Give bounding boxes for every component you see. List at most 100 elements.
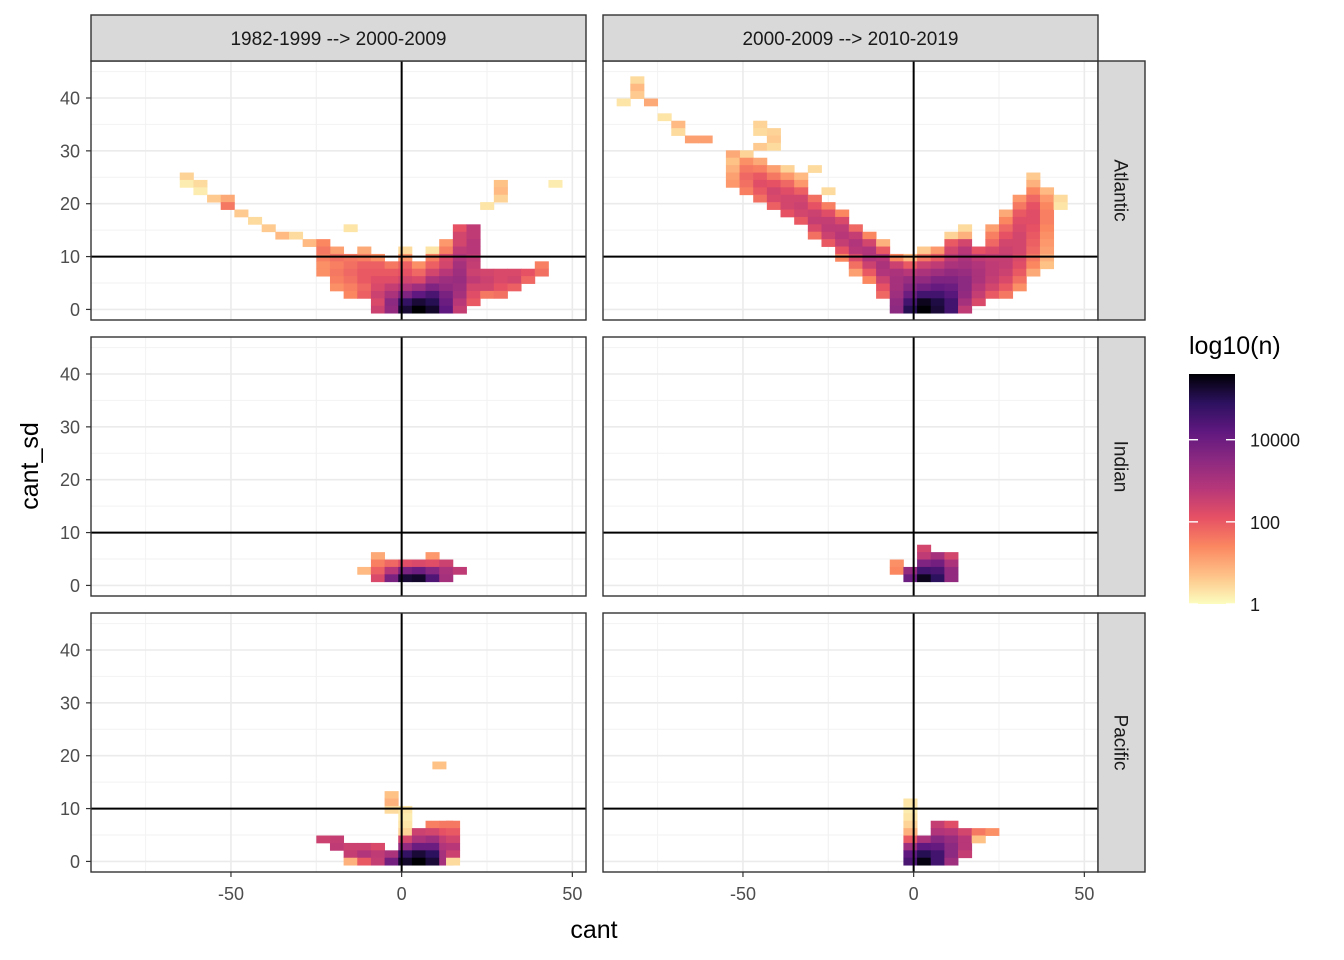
heatmap-tile xyxy=(753,187,768,196)
heatmap-tile xyxy=(466,253,481,262)
heatmap-tile xyxy=(903,835,918,844)
heatmap-tile xyxy=(411,268,426,277)
heatmap-tile xyxy=(971,835,986,844)
heatmap-tile xyxy=(848,224,863,233)
heatmap-tile xyxy=(316,261,331,270)
heatmap-tile xyxy=(671,120,686,129)
heatmap-tile xyxy=(343,268,358,277)
heatmap-tile xyxy=(343,857,358,866)
heatmap-tile xyxy=(384,805,399,814)
heatmap-tile xyxy=(452,246,467,255)
heatmap-tile xyxy=(930,574,945,583)
heatmap-tile xyxy=(999,209,1014,218)
heatmap-tile xyxy=(766,128,781,136)
heatmap-tile xyxy=(507,276,522,284)
heatmap-tile xyxy=(329,253,345,262)
heatmap-tile xyxy=(1026,216,1041,225)
heatmap-tile xyxy=(534,261,549,270)
heatmap-tile xyxy=(179,172,194,181)
heatmap-tile xyxy=(780,209,795,218)
heatmap-tile xyxy=(999,261,1014,270)
heatmap-tile xyxy=(466,261,481,270)
heatmap-tile xyxy=(794,202,809,210)
heatmap-tile xyxy=(630,76,645,85)
heatmap-tile xyxy=(480,202,495,210)
heatmap-tile xyxy=(930,253,945,262)
heatmap-tile xyxy=(398,253,413,262)
heatmap-tile xyxy=(903,805,918,814)
heatmap-tile xyxy=(930,842,945,851)
heatmap-tile xyxy=(917,574,932,583)
heatmap-tile xyxy=(1012,261,1027,270)
heatmap-tile xyxy=(794,187,809,196)
heatmap-tile xyxy=(411,261,426,270)
heatmap-tile xyxy=(411,828,426,836)
panel-atlantic-2 xyxy=(602,60,1099,321)
heatmap-tile xyxy=(958,298,973,307)
heatmap-tile xyxy=(903,813,918,822)
heatmap-tile xyxy=(725,150,740,159)
heatmap-tile xyxy=(439,298,454,307)
heatmap-tile xyxy=(917,246,932,255)
heatmap-tile xyxy=(411,290,426,299)
y-tick-label: 20 xyxy=(60,470,80,490)
strip-label: 2000-2009 --> 2010-2019 xyxy=(742,29,958,50)
heatmap-tile xyxy=(807,209,822,218)
heatmap-tile xyxy=(766,194,781,203)
heatmap-tile xyxy=(357,283,372,292)
heatmap-tile xyxy=(398,261,413,270)
heatmap-tile xyxy=(343,253,358,262)
heatmap-tile xyxy=(958,850,973,859)
heatmap-tile xyxy=(985,253,1000,262)
heatmap-tile xyxy=(1012,283,1027,292)
heatmap-tile xyxy=(452,224,467,233)
heatmap-tile xyxy=(903,820,918,829)
heatmap-tile xyxy=(930,283,945,292)
heatmap-tile xyxy=(835,253,850,262)
heatmap-tile xyxy=(329,261,345,270)
heatmap-tile xyxy=(398,835,413,844)
heatmap-tile xyxy=(1039,246,1055,255)
heatmap-tile xyxy=(821,209,836,218)
heatmap-tile xyxy=(357,857,372,866)
heatmap-tile xyxy=(493,268,508,277)
heatmap-tile xyxy=(398,828,413,836)
heatmap-tile xyxy=(370,850,385,859)
heatmap-tile xyxy=(821,187,836,196)
heatmap-tile xyxy=(425,268,440,277)
y-tick-label: 20 xyxy=(60,746,80,766)
heatmap-tile xyxy=(999,224,1014,233)
heatmap-tile xyxy=(1039,216,1055,225)
heatmap-tile xyxy=(971,828,986,836)
heatmap-tile xyxy=(1026,209,1041,218)
heatmap-tile xyxy=(493,179,508,188)
y-tick-label: 20 xyxy=(60,194,80,214)
heatmap-tile xyxy=(944,552,959,560)
panel-background xyxy=(91,613,586,872)
heatmap-tile xyxy=(425,261,440,270)
heatmap-tile xyxy=(725,179,740,188)
heatmap-tile xyxy=(316,253,331,262)
heatmap-tile xyxy=(917,261,932,270)
heatmap-tile xyxy=(630,91,645,99)
heatmap-tile xyxy=(370,268,385,277)
heatmap-tile xyxy=(370,574,385,583)
heatmap-tile xyxy=(930,261,945,270)
x-tick-label: -50 xyxy=(218,884,244,904)
heatmap-tile xyxy=(343,290,358,299)
heatmap-tile xyxy=(903,268,918,277)
heatmap-tile xyxy=(876,268,891,277)
heatmap-tile xyxy=(862,253,877,262)
heatmap-tile xyxy=(862,231,877,240)
heatmap-tile xyxy=(821,216,836,225)
heatmap-tile xyxy=(944,276,959,284)
strip-label: 1982-1999 --> 2000-2009 xyxy=(230,29,446,50)
heatmap-tile xyxy=(876,239,891,247)
heatmap-tile xyxy=(193,187,208,196)
heatmap-tile xyxy=(903,253,918,262)
heatmap-tile xyxy=(780,202,795,210)
y-tick-label: 0 xyxy=(70,300,80,320)
heatmap-tile xyxy=(944,566,959,575)
heatmap-tile xyxy=(1039,194,1055,203)
legend-colorbar xyxy=(1189,374,1235,604)
